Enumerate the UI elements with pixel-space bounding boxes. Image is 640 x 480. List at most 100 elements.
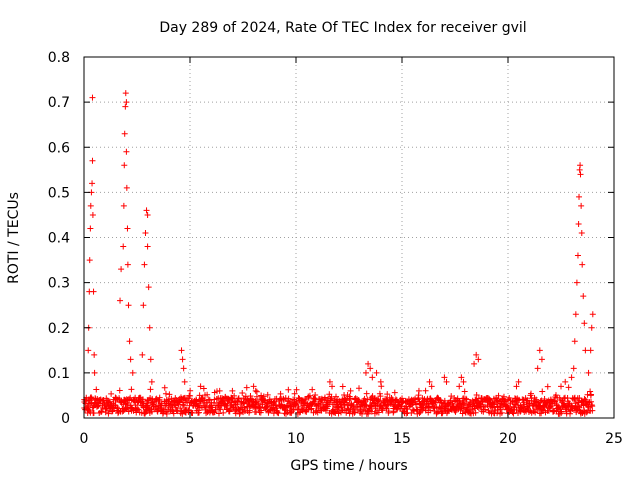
- y-tick-label: 0.1: [48, 366, 70, 382]
- data-point: [538, 356, 545, 363]
- data-point: [302, 408, 309, 415]
- data-point: [544, 383, 551, 390]
- data-point: [177, 405, 184, 412]
- data-point: [277, 390, 284, 397]
- data-point: [568, 374, 575, 381]
- data-point: [475, 356, 482, 363]
- data-point: [578, 229, 585, 236]
- data-point: [422, 405, 429, 412]
- data-point: [204, 391, 211, 398]
- data-point: [180, 365, 187, 372]
- data-point: [443, 378, 450, 385]
- x-tick-label: 15: [393, 431, 411, 447]
- data-point: [113, 404, 120, 411]
- data-point: [426, 378, 433, 385]
- data-point: [338, 404, 345, 411]
- data-point: [263, 404, 270, 411]
- data-point: [555, 405, 562, 412]
- data-point: [427, 407, 434, 414]
- data-point: [173, 407, 180, 414]
- data-point: [415, 387, 422, 394]
- data-point: [539, 388, 546, 395]
- data-point: [532, 409, 539, 416]
- data-point: [363, 390, 370, 397]
- data-point: [178, 408, 185, 415]
- data-point: [243, 384, 250, 391]
- data-point: [121, 130, 128, 137]
- data-point: [383, 396, 390, 403]
- data-point: [239, 389, 246, 396]
- data-point: [220, 409, 227, 416]
- data-point: [155, 398, 162, 405]
- data-point: [462, 395, 469, 402]
- data-point: [329, 383, 336, 390]
- data-point: [441, 374, 448, 381]
- data-point: [285, 386, 292, 393]
- data-point: [120, 243, 127, 250]
- data-point: [90, 288, 97, 295]
- data-point: [156, 394, 163, 401]
- data-point: [525, 409, 532, 416]
- data-point: [587, 388, 594, 395]
- data-point: [537, 398, 544, 405]
- y-tick-label: 0.7: [48, 95, 70, 111]
- data-point: [393, 406, 400, 413]
- data-point: [179, 401, 186, 408]
- data-point: [367, 365, 374, 372]
- data-point: [91, 369, 98, 376]
- data-point: [572, 311, 579, 318]
- data-point: [139, 351, 146, 358]
- data-point: [375, 409, 382, 416]
- data-point: [456, 383, 463, 390]
- data-point: [531, 408, 538, 415]
- data-point: [253, 388, 260, 395]
- data-point: [145, 284, 152, 291]
- data-point: [339, 383, 346, 390]
- data-point: [473, 351, 480, 358]
- y-tick-label: 0.5: [48, 185, 70, 201]
- data-point: [575, 220, 582, 227]
- data-point: [460, 378, 467, 385]
- data-point: [585, 369, 592, 376]
- y-tick-label: 0.4: [48, 231, 70, 247]
- data-point: [377, 378, 384, 385]
- data-point: [377, 393, 384, 400]
- data-point: [178, 347, 185, 354]
- data-point: [209, 404, 216, 411]
- data-point: [451, 398, 458, 405]
- data-point: [105, 410, 112, 417]
- data-point: [290, 396, 297, 403]
- data-point: [384, 391, 391, 398]
- data-point: [365, 410, 372, 417]
- data-point: [86, 257, 93, 264]
- data-point: [185, 407, 192, 414]
- data-point: [236, 409, 243, 416]
- data-point: [576, 193, 583, 200]
- data-point: [87, 202, 94, 209]
- data-point: [550, 397, 557, 404]
- data-point: [306, 392, 313, 399]
- data-point: [356, 385, 363, 392]
- data-point: [458, 374, 465, 381]
- data-point: [262, 397, 269, 404]
- data-point: [573, 279, 580, 286]
- data-point: [149, 399, 156, 406]
- data-point: [91, 351, 98, 358]
- data-point: [472, 409, 479, 416]
- data-point: [93, 386, 100, 393]
- data-point: [534, 365, 541, 372]
- data-point: [123, 148, 130, 155]
- data-point: [250, 383, 257, 390]
- y-tick-label: 0.2: [48, 321, 70, 337]
- data-point: [368, 404, 375, 411]
- data-point: [373, 369, 380, 376]
- data-point: [472, 396, 479, 403]
- data-point: [148, 378, 155, 385]
- x-tick-label: 0: [80, 431, 89, 447]
- data-point: [197, 383, 204, 390]
- data-point: [500, 393, 507, 400]
- data-point: [107, 398, 114, 405]
- data-point: [551, 398, 558, 405]
- data-point: [582, 347, 589, 354]
